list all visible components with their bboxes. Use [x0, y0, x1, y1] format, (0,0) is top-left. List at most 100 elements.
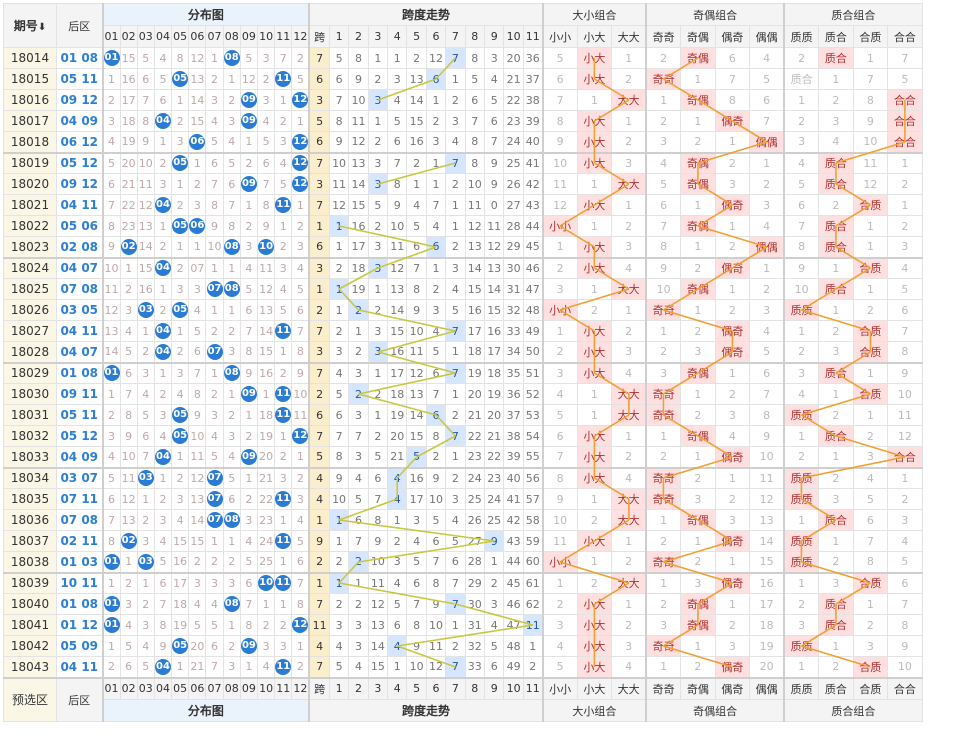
number-ball: 09 — [241, 113, 257, 129]
preselect-span[interactable]: 4 — [387, 677, 408, 700]
span-miss: 6 — [387, 131, 408, 153]
preselect-jo[interactable]: 偶奇 — [714, 677, 751, 700]
dx-miss: 2 — [611, 320, 648, 342]
back-cell: 06 12 — [56, 131, 104, 153]
span-miss: 7 — [406, 593, 427, 615]
miss-count: 21 — [256, 466, 276, 489]
preselect-num-12[interactable]: 12 — [291, 677, 311, 700]
span-miss: 15 — [464, 278, 486, 300]
span-miss: 1 — [328, 236, 350, 258]
ball-hit: 05 — [171, 425, 190, 447]
number-ball: 07 — [206, 491, 223, 507]
preselect-zh[interactable]: 质合 — [818, 677, 854, 700]
miss-count: 14 — [136, 236, 155, 258]
span-miss: 20 — [503, 47, 524, 69]
preselect-dx[interactable]: 小大 — [576, 677, 613, 700]
miss-count: 6 — [291, 299, 311, 321]
span-miss: 45 — [522, 236, 544, 258]
span-miss: 38 — [503, 425, 524, 447]
span-miss: 49 — [503, 656, 524, 678]
dx-miss: 6 — [542, 68, 578, 90]
dx-hit: 小大 — [576, 341, 613, 363]
span-miss: 1 — [328, 299, 350, 321]
preselect-num-11[interactable]: 11 — [274, 677, 293, 700]
preselect-num-03[interactable]: 03 — [136, 677, 155, 700]
span-miss: 23 — [483, 466, 505, 489]
miss-count: 2 — [136, 593, 155, 615]
preselect-jo[interactable]: 奇偶 — [680, 677, 716, 700]
zh-miss: 7 — [852, 68, 889, 90]
number-ball: 08 — [224, 238, 240, 255]
preselect-span[interactable]: 2 — [348, 677, 369, 700]
miss-count: 3 — [291, 236, 311, 258]
preselect-jo[interactable]: 奇奇 — [645, 677, 682, 700]
jo-miss: 14 — [749, 530, 786, 552]
preselect-num-08[interactable]: 08 — [222, 677, 241, 700]
dx-miss: 4 — [611, 361, 648, 384]
preselect-num-05[interactable]: 05 — [171, 677, 190, 700]
span-miss: 13 — [348, 151, 369, 174]
dx-miss: 1 — [576, 173, 613, 195]
preselect-span[interactable]: 3 — [367, 677, 389, 700]
preselect-span[interactable]: 11 — [522, 677, 544, 700]
preselect-num-04[interactable]: 04 — [153, 677, 173, 700]
zh-hit: 质合 — [818, 361, 854, 384]
zh-hit: 质合 — [818, 236, 854, 258]
span-miss: 44 — [503, 551, 524, 573]
miss-count: 2 — [205, 383, 224, 405]
ball-hit: 07 — [205, 278, 224, 300]
preselect-num-09[interactable]: 09 — [239, 677, 259, 700]
preselect-num-10[interactable]: 10 — [256, 677, 276, 700]
span-miss: 1 — [425, 151, 447, 174]
miss-count: 23 — [119, 215, 138, 237]
number-ball: 02 — [121, 533, 137, 549]
miss-count: 14 — [102, 341, 121, 363]
miss-count: 3 — [256, 47, 276, 69]
jo-hit: 奇奇 — [645, 635, 682, 657]
preselect-area[interactable]: 预选区 — [3, 677, 57, 722]
span-miss: 9 — [425, 466, 447, 489]
miss-count: 1 — [102, 68, 121, 90]
jo-hit: 奇偶 — [680, 361, 716, 384]
preselect-span[interactable]: 10 — [503, 677, 524, 700]
preselect-num-06[interactable]: 06 — [188, 677, 207, 700]
preselect-span[interactable]: 8 — [464, 677, 486, 700]
span-miss: 11 — [387, 236, 408, 258]
zh-miss: 6 — [887, 299, 923, 321]
miss-count: 2 — [171, 466, 190, 489]
span-miss: 10 — [406, 320, 427, 342]
preselect-num-07[interactable]: 07 — [205, 677, 224, 700]
span-miss: 7 — [445, 571, 466, 594]
kua-cell: 1 — [308, 278, 330, 300]
miss-count: 1 — [205, 530, 224, 552]
preselect-span[interactable]: 5 — [406, 677, 427, 700]
preselect-dx[interactable]: 小小 — [542, 677, 578, 700]
preselect-num-02[interactable]: 02 — [119, 677, 138, 700]
preselect-zh[interactable]: 合合 — [887, 677, 923, 700]
span-miss: 8 — [406, 278, 427, 300]
sort-down-icon[interactable]: ⬇ — [37, 22, 47, 33]
preselect-zh[interactable]: 质质 — [783, 677, 820, 700]
preselect-span[interactable]: 1 — [328, 677, 350, 700]
dx-col: 大大 — [611, 25, 648, 48]
preselect-dx[interactable]: 大大 — [611, 677, 648, 700]
miss-count: 7 — [274, 47, 293, 69]
preselect-span[interactable]: 9 — [483, 677, 505, 700]
period-header[interactable]: 期号⬇ — [3, 3, 57, 48]
span-miss: 2 — [328, 320, 350, 342]
span-miss: 4 — [406, 530, 427, 552]
preselect-num-01[interactable]: 01 — [102, 677, 121, 700]
miss-count: 6 — [136, 68, 155, 90]
period-cell: 18028 — [3, 341, 57, 363]
preselect-span[interactable]: 7 — [445, 677, 466, 700]
preselect-jo[interactable]: 偶偶 — [749, 677, 786, 700]
miss-count: 8 — [256, 194, 276, 216]
span-miss: 8 — [464, 131, 486, 153]
num-col-02: 02 — [119, 25, 138, 48]
preselect-zh[interactable]: 合质 — [852, 677, 889, 700]
miss-count: 15 — [256, 341, 276, 363]
ball-hit: 11 — [274, 404, 293, 426]
preselect-span[interactable]: 6 — [425, 677, 447, 700]
ball-hit: 05 — [171, 404, 190, 426]
span-hit: 6 — [425, 68, 447, 90]
